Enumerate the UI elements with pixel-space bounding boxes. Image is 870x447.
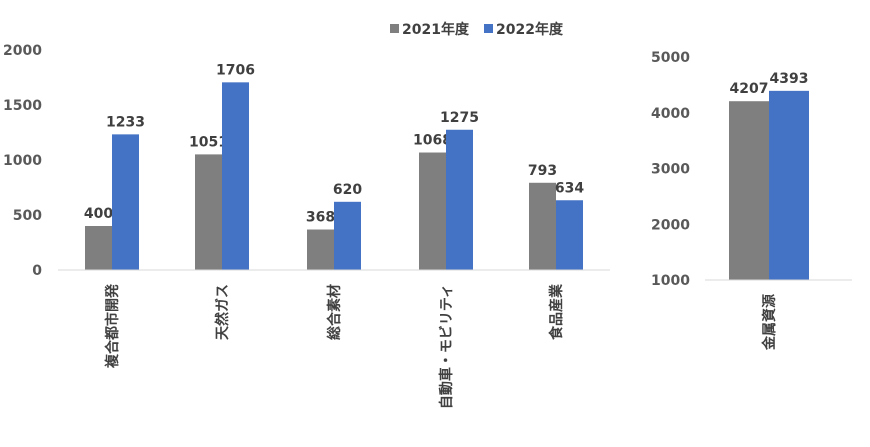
- data-label: 4207: [730, 81, 769, 97]
- y-tick-label: 3000: [651, 162, 690, 178]
- bar-2021: [529, 182, 556, 270]
- bar-2022: [556, 200, 583, 270]
- y-tick-label: 1500: [3, 98, 42, 114]
- category-label: 食品産業: [548, 283, 565, 340]
- data-label: 1275: [440, 110, 479, 126]
- category-label: 総合素材: [326, 284, 343, 340]
- y-tick-label: 2000: [651, 217, 690, 233]
- y-tick-label: 5000: [651, 50, 690, 66]
- bar-2021: [85, 226, 112, 270]
- legend-swatch-2022: [484, 24, 493, 33]
- category-label: 複合都市開発: [104, 283, 121, 369]
- data-label: 1051: [189, 134, 228, 150]
- y-tick-label: 1000: [651, 273, 690, 289]
- data-label: 368: [306, 210, 335, 226]
- data-label: 400: [84, 206, 113, 222]
- bar-2021: [729, 101, 769, 280]
- bar-2021: [419, 152, 446, 270]
- data-label: 620: [333, 182, 362, 198]
- bar-2022: [222, 82, 249, 270]
- y-tick-label: 1000: [3, 153, 42, 169]
- bar-2022: [112, 134, 139, 270]
- bar-2021: [195, 154, 222, 270]
- category-label: 自動車・モビリティ: [438, 284, 455, 409]
- data-label: 634: [555, 180, 584, 196]
- legend-swatch-2021: [390, 24, 399, 33]
- legend-label-2021: 2021年度: [402, 21, 470, 38]
- bar-2022: [769, 90, 809, 281]
- bar-2021: [307, 229, 334, 270]
- y-tick-label: 0: [32, 263, 42, 279]
- y-tick-label: 500: [13, 208, 42, 224]
- data-label: 1233: [106, 114, 145, 130]
- category-label: 金属資源: [761, 294, 778, 351]
- legend: 2021年度 2022年度: [390, 21, 564, 38]
- data-label: 793: [528, 163, 557, 179]
- y-tick-label: 2000: [3, 43, 42, 59]
- bar-2022: [334, 201, 361, 270]
- data-label: 1706: [216, 62, 255, 78]
- legend-label-2022: 2022年度: [496, 21, 564, 38]
- data-label: 4393: [770, 71, 809, 87]
- y-tick-label: 4000: [651, 106, 690, 122]
- category-label: 天然ガス: [214, 284, 231, 340]
- data-label: 1068: [413, 133, 452, 149]
- bar-2022: [446, 129, 473, 270]
